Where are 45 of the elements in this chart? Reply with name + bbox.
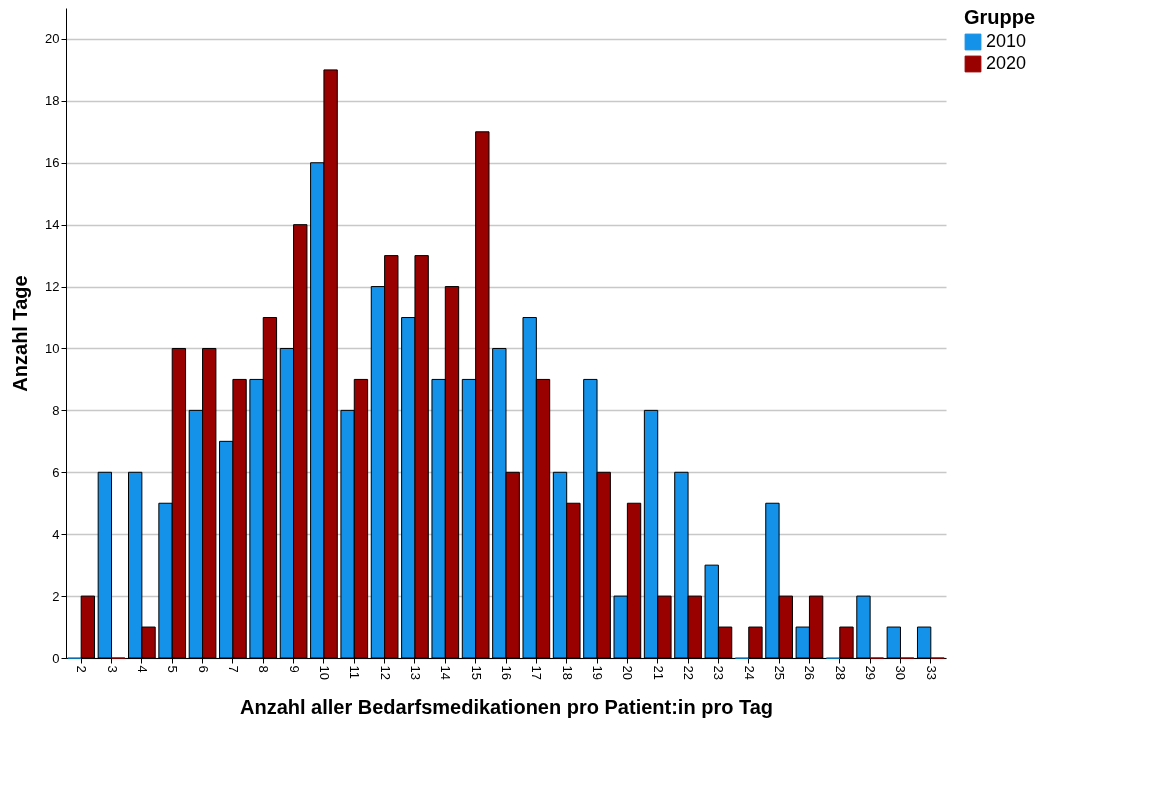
x-axis-title: Anzahl aller Bedarfsmedikationen pro Patient:in pro Tag — [239, 695, 774, 718]
legend-title: Gruppe — [964, 6, 1036, 28]
x-tick-label: 19 — [590, 665, 606, 680]
x-tick-label: 16 — [499, 665, 514, 680]
x-tick-label: 30 — [893, 665, 909, 680]
y-tick-label: 16 — [45, 155, 60, 171]
x-tick-label: 5 — [165, 665, 181, 673]
x-tick-label: 10 — [316, 665, 332, 680]
y-tick-label: 0 — [52, 650, 60, 666]
x-tick-label: 29 — [863, 665, 879, 680]
y-tick-label: 10 — [45, 340, 60, 356]
x-tick-label: 23 — [711, 665, 727, 680]
y-tick-label: 20 — [45, 31, 60, 47]
x-tick-label: 18 — [559, 665, 575, 680]
x-tick-label: 7 — [225, 665, 241, 673]
x-tick-label: 33 — [923, 665, 939, 680]
x-tick-label: 14 — [438, 665, 454, 680]
x-tick-label: 6 — [195, 665, 211, 673]
x-tick-label: 17 — [529, 665, 545, 680]
y-tick-label: 12 — [45, 279, 60, 295]
y-tick-label: 2 — [52, 588, 60, 604]
y-tick-label: 4 — [52, 526, 60, 542]
y-tick-label: 8 — [52, 402, 60, 418]
x-tick-label: 3 — [104, 665, 120, 673]
y-tick-label: 6 — [52, 464, 60, 480]
y-tick-label: 18 — [45, 93, 60, 109]
legend-label: 2010 — [986, 31, 1027, 51]
x-tick-label: 2 — [74, 665, 90, 673]
x-tick-label: 25 — [772, 665, 788, 680]
x-tick-label: 4 — [134, 665, 150, 673]
y-tick-label: 14 — [45, 217, 60, 233]
x-tick-label: 22 — [681, 665, 697, 680]
x-tick-label: 20 — [620, 665, 636, 680]
x-tick-label: 21 — [650, 665, 666, 680]
y-axis-title: Anzahl Tage — [9, 275, 32, 392]
x-tick-label: 9 — [286, 665, 302, 673]
x-tick-label: 24 — [741, 665, 757, 680]
x-tick-label: 28 — [832, 665, 848, 680]
x-tick-label: 11 — [347, 665, 363, 679]
x-tick-label: 12 — [377, 665, 393, 680]
x-tick-label: 13 — [407, 665, 423, 680]
x-tick-label: 26 — [802, 665, 818, 680]
x-tick-label: 8 — [256, 665, 272, 673]
x-tick-label: 15 — [468, 665, 484, 680]
legend-label: 2020 — [986, 53, 1027, 73]
